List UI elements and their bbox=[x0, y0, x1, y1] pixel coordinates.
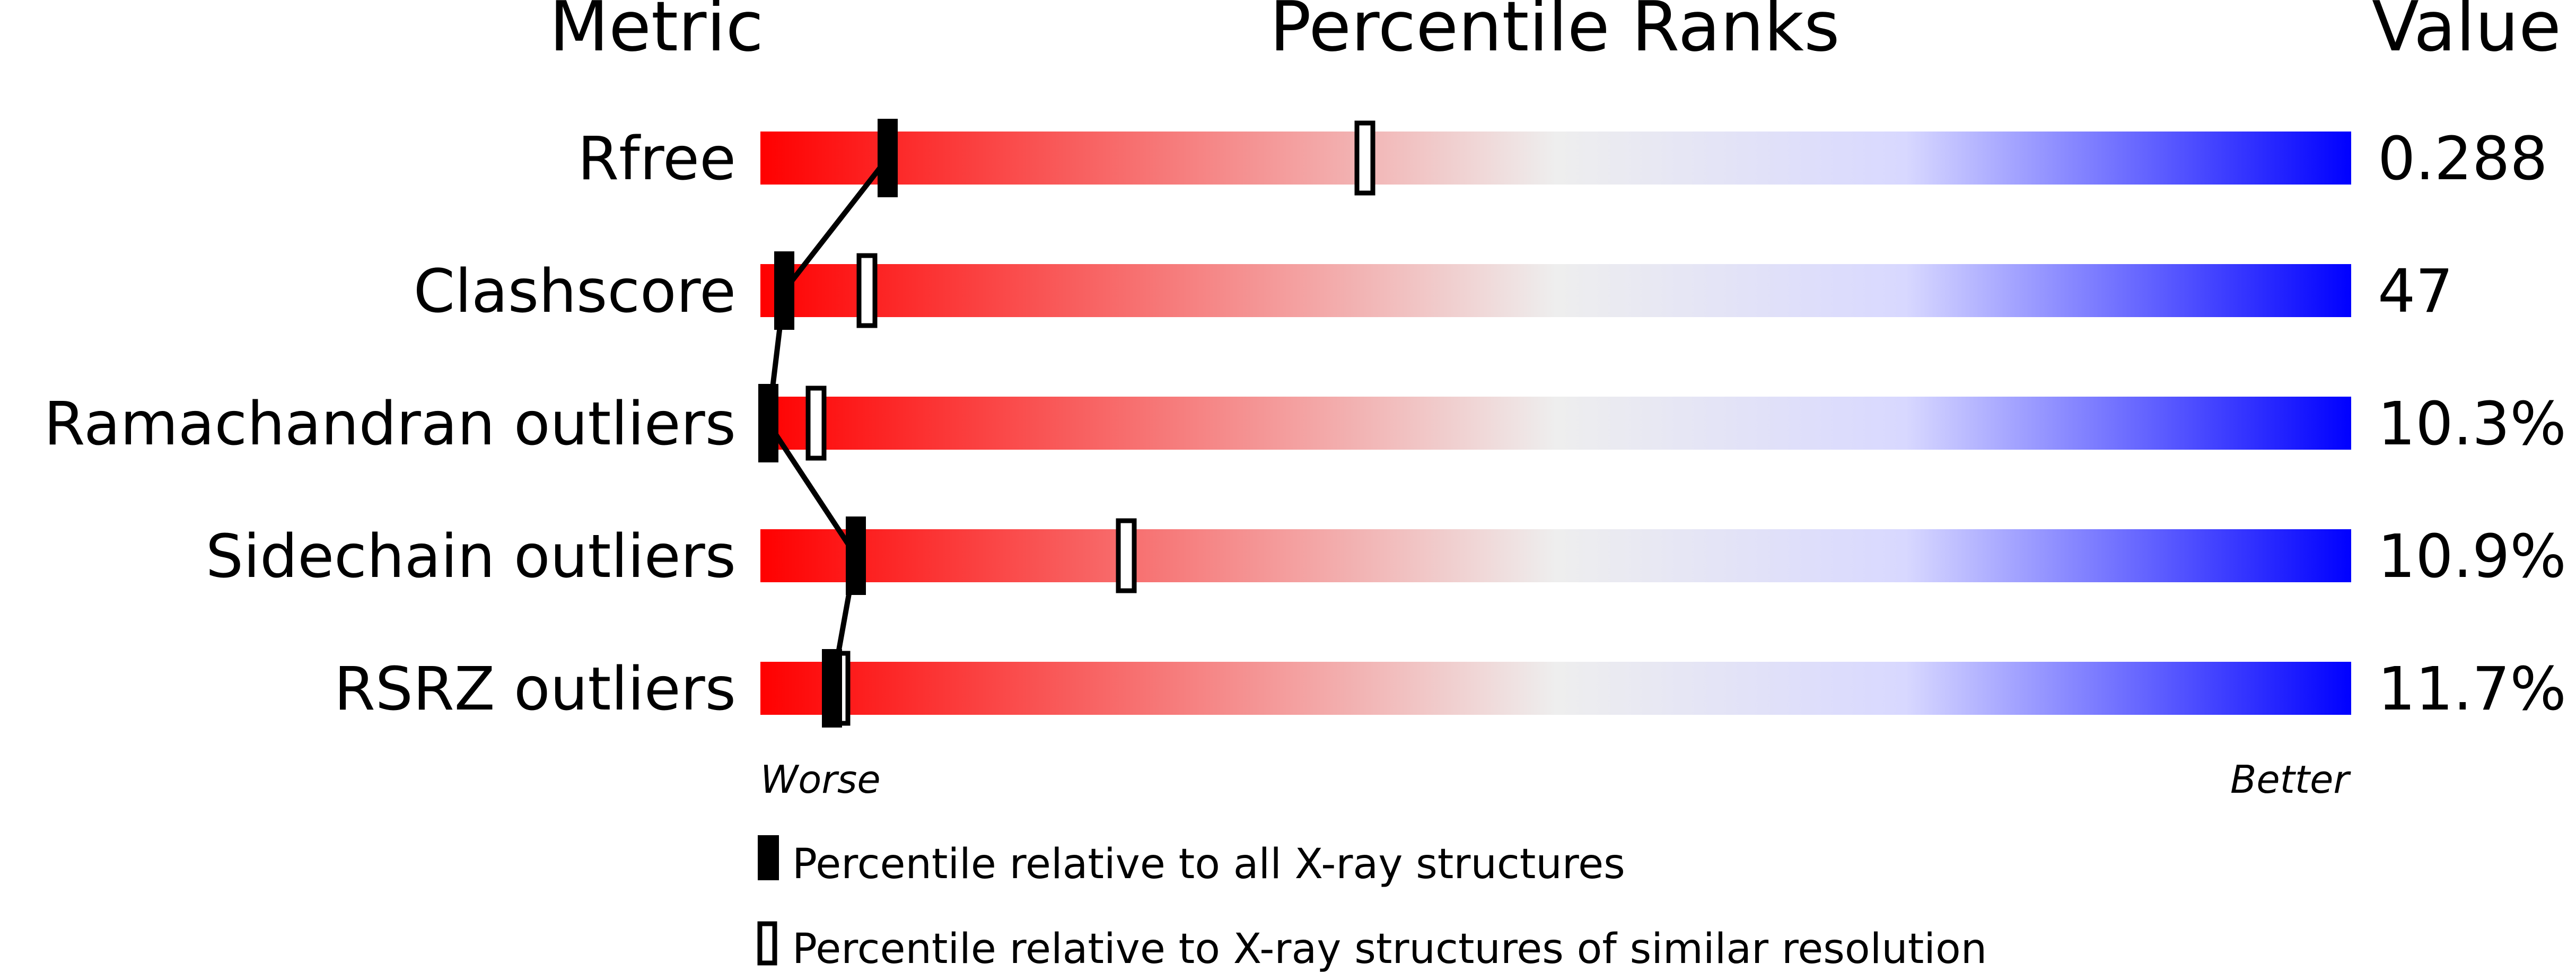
metric-value: 10.3% bbox=[2378, 390, 2566, 459]
similar-resolution-marker bbox=[805, 386, 827, 461]
metric-label: Ramachandran outliers bbox=[44, 390, 736, 459]
legend-filled-text: Percentile relative to all X-ray structu… bbox=[792, 840, 1625, 888]
all-structures-marker bbox=[758, 384, 778, 462]
all-structures-marker bbox=[846, 516, 866, 595]
legend: Percentile relative to all X-ray structu… bbox=[757, 835, 1987, 972]
axis-better-label: Better bbox=[2230, 757, 2351, 802]
axis-worse-label: Worse bbox=[760, 757, 881, 802]
metric-value: 10.9% bbox=[2378, 522, 2566, 591]
metric-bar bbox=[760, 132, 2351, 185]
similar-resolution-marker bbox=[1116, 518, 1137, 593]
metric-value: 11.7% bbox=[2378, 655, 2566, 724]
metric-bar bbox=[760, 529, 2351, 582]
percentile-ranks-header: Percentile Ranks bbox=[1269, 0, 1839, 67]
metric-labels: Rfree 0.288 Clashscore 47 Ramachandran outli… bbox=[44, 125, 2566, 724]
metric-label: RSRZ outliers bbox=[334, 655, 736, 724]
legend-filled-marker-icon bbox=[758, 835, 779, 880]
percentile-markers bbox=[758, 119, 1375, 728]
metric-bar bbox=[760, 662, 2351, 715]
metric-label: Clashscore bbox=[414, 257, 736, 326]
all-structures-marker bbox=[878, 119, 898, 197]
metric-bar bbox=[760, 264, 2351, 317]
value-header: Value bbox=[2372, 0, 2561, 67]
legend-open-text: Percentile relative to X-ray structures … bbox=[792, 925, 1987, 972]
similar-resolution-marker bbox=[856, 253, 878, 328]
legend-open-marker-icon bbox=[757, 921, 777, 966]
metric-header: Metric bbox=[549, 0, 764, 67]
metric-label: Rfree bbox=[577, 125, 736, 194]
metric-bar bbox=[760, 397, 2351, 450]
similar-resolution-marker bbox=[1354, 120, 1375, 196]
metric-value: 0.288 bbox=[2378, 125, 2548, 194]
all-structures-marker bbox=[774, 251, 794, 330]
metric-label: Sidechain outliers bbox=[206, 522, 736, 591]
all-structures-marker bbox=[822, 649, 842, 728]
metric-value: 47 bbox=[2378, 257, 2454, 326]
metric-bars bbox=[760, 132, 2351, 715]
